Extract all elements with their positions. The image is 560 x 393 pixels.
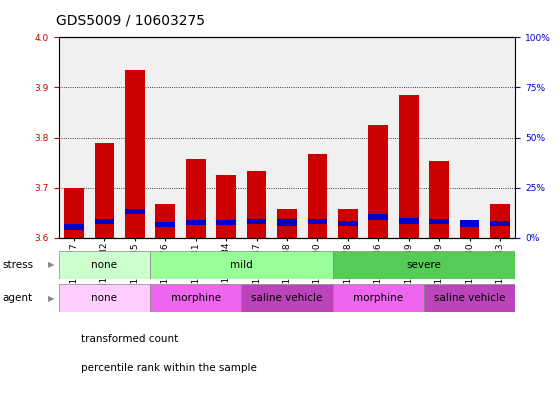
- Bar: [430, 219, 449, 224]
- Text: saline vehicle: saline vehicle: [251, 293, 323, 303]
- Text: none: none: [91, 260, 118, 270]
- Text: mild: mild: [230, 260, 253, 270]
- Bar: [247, 219, 267, 224]
- Bar: [186, 220, 206, 225]
- Bar: [186, 159, 206, 238]
- Bar: [64, 224, 84, 230]
- Text: severe: severe: [407, 260, 441, 270]
- Text: agent: agent: [3, 293, 33, 303]
- Bar: [59, 284, 150, 312]
- Bar: [338, 209, 358, 238]
- Bar: [95, 219, 114, 224]
- Bar: [156, 204, 175, 238]
- Bar: [247, 171, 267, 238]
- Text: transformed count: transformed count: [81, 334, 179, 344]
- Bar: [490, 221, 510, 226]
- Bar: [460, 224, 479, 238]
- Text: percentile rank within the sample: percentile rank within the sample: [81, 363, 257, 373]
- Bar: [277, 219, 297, 226]
- Bar: [333, 284, 424, 312]
- Bar: [241, 284, 333, 312]
- Bar: [216, 220, 236, 225]
- Text: ▶: ▶: [48, 261, 54, 269]
- Text: morphine: morphine: [353, 293, 403, 303]
- Text: morphine: morphine: [171, 293, 221, 303]
- Bar: [424, 284, 515, 312]
- Text: GDS5009 / 10603275: GDS5009 / 10603275: [56, 14, 205, 28]
- Bar: [95, 143, 114, 238]
- Bar: [125, 209, 144, 214]
- Text: ▶: ▶: [48, 294, 54, 303]
- Bar: [307, 154, 327, 238]
- Bar: [156, 222, 175, 227]
- Bar: [460, 220, 479, 227]
- Bar: [150, 284, 241, 312]
- Bar: [368, 214, 388, 220]
- Bar: [307, 219, 327, 224]
- Bar: [368, 125, 388, 238]
- Bar: [125, 70, 144, 238]
- Bar: [59, 251, 150, 279]
- Text: stress: stress: [3, 260, 34, 270]
- Bar: [333, 251, 515, 279]
- Bar: [430, 161, 449, 238]
- Bar: [216, 175, 236, 238]
- Bar: [338, 221, 358, 226]
- Bar: [399, 95, 418, 238]
- Bar: [399, 218, 418, 224]
- Bar: [277, 209, 297, 238]
- Bar: [490, 204, 510, 238]
- Bar: [150, 251, 333, 279]
- Text: none: none: [91, 293, 118, 303]
- Text: saline vehicle: saline vehicle: [434, 293, 505, 303]
- Bar: [64, 187, 84, 238]
